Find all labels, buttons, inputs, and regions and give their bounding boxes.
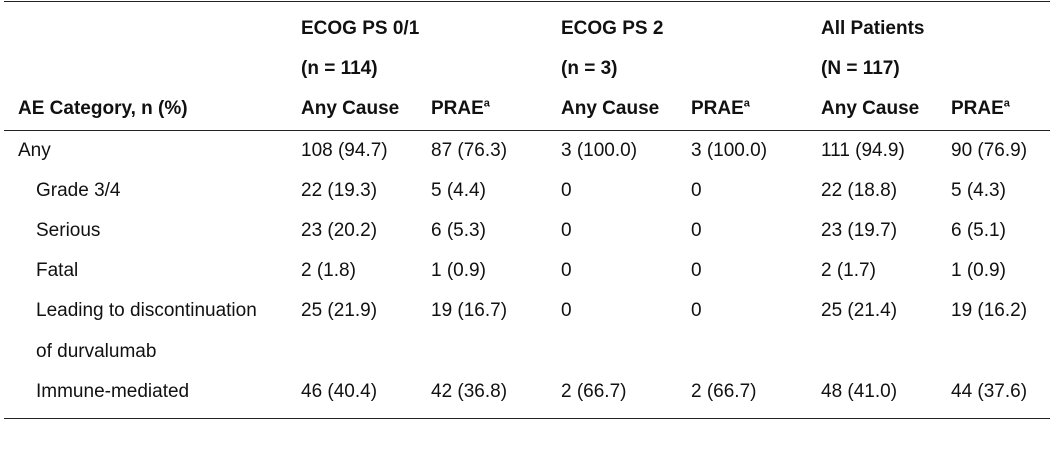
group-title-ecog-0-1: ECOG PS 0/1	[301, 18, 420, 39]
table-cell: 3 (100.0)	[561, 140, 638, 161]
row-label: Any	[18, 140, 51, 161]
group-n-ecog-2: (n = 3)	[561, 58, 618, 79]
row-label: Serious	[36, 220, 101, 241]
table-top-rule	[4, 1, 1050, 2]
row-header-label: AE Category, n (%)	[18, 98, 188, 119]
table-cell: 0	[561, 260, 572, 281]
row-label: Grade 3/4	[36, 180, 121, 201]
table-cell: 6 (5.1)	[951, 220, 1006, 241]
table-cell: 42 (36.8)	[431, 381, 508, 402]
table-cell: 19 (16.7)	[431, 300, 508, 321]
row-label: Fatal	[36, 260, 79, 281]
table-cell: 2 (1.8)	[301, 260, 356, 281]
group-n-ecog-0-1: (n = 114)	[301, 58, 378, 79]
group-title-all-patients: All Patients	[821, 18, 925, 39]
ae-table: oof ECOG PS 0/1 ECOG PS 2 All Patients (…	[4, 1, 1050, 456]
row-label: Immune-mediated	[36, 381, 190, 402]
table-cell: 19 (16.2)	[951, 300, 1028, 321]
col-header-any-cause: Any Cause	[561, 98, 660, 119]
row-label-continued: of durvalumab	[36, 341, 157, 362]
col-header-prae: PRAEa	[691, 97, 750, 119]
table-cell: 25 (21.9)	[301, 300, 378, 321]
col-header-prae: PRAEa	[431, 97, 490, 119]
table-cell: 2 (66.7)	[691, 381, 757, 402]
table-cell: 48 (41.0)	[821, 381, 898, 402]
col-header-prae: PRAEa	[951, 97, 1010, 119]
table-cell: 22 (18.8)	[821, 180, 898, 201]
table-cell: 3 (100.0)	[691, 140, 768, 161]
table-cell: 0	[691, 300, 702, 321]
table-cell: 2 (66.7)	[561, 381, 627, 402]
table-cell: 46 (40.4)	[301, 381, 378, 402]
table-bottom-rule	[4, 418, 1050, 419]
table-cell: 6 (5.3)	[431, 220, 486, 241]
table-cell: 0	[691, 180, 702, 201]
table-cell: 87 (76.3)	[431, 140, 508, 161]
table-cell: 2 (1.7)	[821, 260, 876, 281]
table-cell: 0	[691, 260, 702, 281]
table-cell: 108 (94.7)	[301, 140, 388, 161]
group-n-all-patients: (N = 117)	[821, 58, 900, 79]
watermark: oof	[538, 251, 755, 456]
col-header-any-cause: Any Cause	[301, 98, 400, 119]
table-header-rule	[4, 130, 1050, 131]
table-cell: 23 (20.2)	[301, 220, 378, 241]
table-cell: 0	[561, 300, 572, 321]
table-cell: 25 (21.4)	[821, 300, 898, 321]
table-cell: 0	[561, 180, 572, 201]
table-cell: 22 (19.3)	[301, 180, 378, 201]
table-cell: 111 (94.9)	[821, 140, 905, 161]
col-header-any-cause: Any Cause	[821, 98, 920, 119]
table-cell: 5 (4.4)	[431, 180, 486, 201]
table-cell: 23 (19.7)	[821, 220, 898, 241]
group-title-ecog-2: ECOG PS 2	[561, 18, 664, 39]
table-cell: 5 (4.3)	[951, 180, 1006, 201]
table-cell: 1 (0.9)	[951, 260, 1006, 281]
table-cell: 44 (37.6)	[951, 381, 1028, 402]
table-cell: 0	[561, 220, 572, 241]
table-cell: 0	[691, 220, 702, 241]
table-cell: 90 (76.9)	[951, 140, 1028, 161]
row-label: Leading to discontinuation	[36, 300, 257, 321]
table-cell: 1 (0.9)	[431, 260, 486, 281]
